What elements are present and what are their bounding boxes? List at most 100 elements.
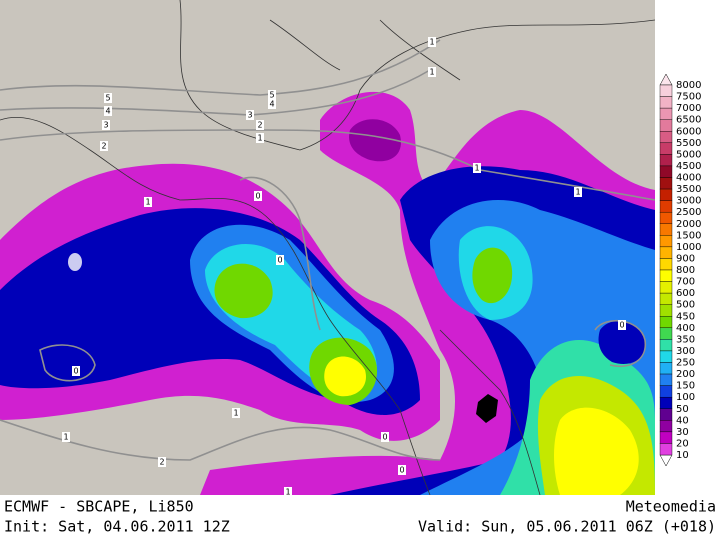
colorbar-label: 600 (676, 288, 695, 299)
contour-label: 2 (257, 121, 262, 130)
colorbar-label: 3000 (676, 196, 701, 207)
colorbar-label: 8000 (676, 80, 701, 91)
colorbar-label: 10 (676, 450, 689, 461)
colorbar-label: 20 (676, 438, 689, 449)
colorbar-label: 200 (676, 369, 695, 380)
contour-label: 4 (269, 100, 274, 109)
colorbar-cell (659, 154, 673, 167)
contour-label: 0 (382, 433, 387, 442)
contour-label-box (232, 408, 240, 418)
colorbar-label: 800 (676, 265, 695, 276)
contour-label: 1 (145, 198, 150, 207)
init-time: Init: Sat, 04.06.2011 12Z (4, 518, 230, 536)
colorbar-label: 5500 (676, 138, 701, 149)
contour-label-box (256, 133, 264, 143)
colorbar-label: 500 (676, 300, 695, 311)
colorbar-cell (659, 304, 673, 317)
colorbar-label: 3500 (676, 184, 701, 195)
colorbar-cell (659, 177, 673, 190)
contour-label: 2 (101, 142, 106, 151)
contour-label-box (256, 120, 264, 130)
colorbar-label: 300 (676, 346, 695, 357)
colorbar-label: 6000 (676, 126, 701, 137)
contour-label-box (618, 320, 626, 330)
colorbar-label: 7500 (676, 92, 701, 103)
contour-label-box (268, 99, 276, 109)
colorbar-label: 400 (676, 323, 695, 334)
colorbar-cell (659, 292, 673, 305)
colorbar: 8000750070006500600055005000450040003500… (659, 73, 701, 467)
colorbar-label: 2000 (676, 219, 701, 230)
contour-label-box (574, 187, 582, 197)
valid-time: Valid: Sun, 05.06.2011 06Z (+018) (418, 518, 716, 536)
colorbar-cell (659, 107, 673, 120)
colorbar-cell (659, 165, 673, 178)
contour-label: 1 (285, 488, 290, 497)
colorbar-cell (659, 211, 673, 224)
colorbar-label: 450 (676, 311, 695, 322)
colorbar-cell (659, 350, 673, 363)
colorbar-cell (659, 385, 673, 398)
colorbar-label: 50 (676, 404, 689, 415)
colorbar-label: 2500 (676, 207, 701, 218)
colorbar-cell (659, 443, 673, 456)
contour-label: 1 (429, 38, 434, 47)
colorbar-label: 1500 (676, 230, 701, 241)
contour-label: 5 (105, 94, 110, 103)
colorbar-cell (659, 84, 673, 97)
contour-label: 1 (474, 164, 479, 173)
colorbar-cell (659, 431, 673, 444)
colorbar-label: 6500 (676, 115, 701, 126)
colorbar-label: 5000 (676, 149, 701, 160)
colorbar-cell (659, 327, 673, 340)
colorbar-label: 40 (676, 415, 689, 426)
contour-label-box (284, 487, 292, 497)
contour-label: 1 (575, 188, 580, 197)
colorbar-cell (659, 373, 673, 386)
contour-label: 0 (255, 192, 260, 201)
colorbar-top-arrow (659, 73, 673, 86)
contour-label-box (102, 120, 110, 130)
contour-label-box (276, 255, 284, 265)
contour-label: 1 (63, 433, 68, 442)
product-title: ECMWF - SBCAPE, Li850 (4, 498, 194, 516)
colorbar-cell (659, 246, 673, 259)
colorbar-cell (659, 235, 673, 248)
colorbar-cell (659, 131, 673, 144)
contour-label-box (104, 93, 112, 103)
contour-label: 2 (159, 458, 164, 467)
colorbar-label: 7000 (676, 103, 701, 114)
contour-label-box (428, 37, 436, 47)
colorbar-label: 250 (676, 358, 695, 369)
contour-label-box (144, 197, 152, 207)
colorbar-bottom-arrow (659, 454, 673, 467)
colorbar-cell (659, 188, 673, 201)
colorbar-cell (659, 408, 673, 421)
colorbar-cell (659, 362, 673, 375)
contour-label-box (428, 67, 436, 77)
contour-label: 0 (277, 256, 282, 265)
colorbar-cell (659, 316, 673, 329)
colorbar-cell (659, 420, 673, 433)
source: Meteomedia (626, 498, 716, 516)
colorbar-cell (659, 200, 673, 213)
contour-label-box (158, 457, 166, 467)
contour-label-box (381, 432, 389, 442)
contour-label: 0 (73, 367, 78, 376)
contour-label-box (104, 106, 112, 116)
colorbar-label: 4000 (676, 173, 701, 184)
map (0, 0, 655, 495)
colorbar-cell (659, 269, 673, 282)
colorbar-cell (659, 142, 673, 155)
contour-label: 0 (619, 321, 624, 330)
contour-label-box (62, 432, 70, 442)
colorbar-label: 100 (676, 392, 695, 403)
colorbar-label: 900 (676, 253, 695, 264)
colorbar-cell (659, 281, 673, 294)
contour-label-box (268, 90, 276, 100)
contour-label: 1 (429, 68, 434, 77)
coastlines (0, 0, 655, 495)
contour-label: 1 (257, 134, 262, 143)
